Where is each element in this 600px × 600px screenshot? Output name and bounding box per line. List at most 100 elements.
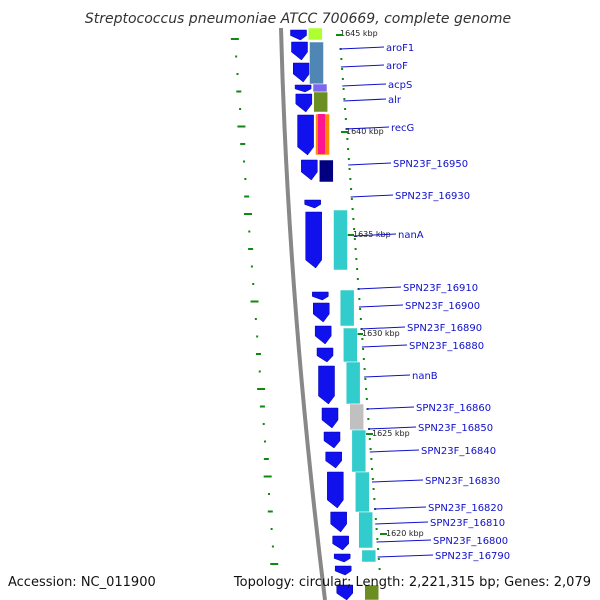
cds-arrow[interactable] <box>314 325 332 345</box>
kbp-tick <box>341 131 348 133</box>
gc-tick <box>235 55 238 58</box>
cds-arrow[interactable] <box>293 62 310 83</box>
cog-block[interactable] <box>349 403 364 431</box>
kbp-label-1630: 1630 kbp <box>362 329 400 338</box>
gene-label-SPN23F_16810[interactable]: SPN23F_16810 <box>430 518 505 529</box>
leader-line <box>360 326 406 330</box>
cog-block[interactable] <box>339 289 355 327</box>
gene-label-SPN23F_16910[interactable]: SPN23F_16910 <box>403 283 478 294</box>
cds-arrow[interactable] <box>297 114 314 156</box>
cog-block[interactable] <box>309 41 324 85</box>
kbp-tick <box>336 34 343 36</box>
leader-line <box>340 64 385 68</box>
leader-line <box>357 286 402 290</box>
cog-block[interactable] <box>308 27 323 41</box>
cds-arrow[interactable] <box>313 302 330 323</box>
cds-arrow[interactable] <box>336 584 353 600</box>
gene-label-SPN23F_16950[interactable]: SPN23F_16950 <box>393 159 468 170</box>
cds-arrow[interactable] <box>294 84 312 93</box>
label-leader-lines <box>339 46 434 558</box>
scale-dot <box>361 338 364 340</box>
cds-arrow[interactable] <box>290 29 307 41</box>
gc-tick <box>243 213 252 215</box>
gene-label-SPN23F_16830[interactable]: SPN23F_16830 <box>425 476 500 487</box>
gene-label-SPN23F_16900[interactable]: SPN23F_16900 <box>405 301 480 312</box>
gene-label-alr[interactable]: alr <box>388 95 402 106</box>
gene-label-nanA[interactable]: nanA <box>398 230 424 241</box>
scale-dot <box>367 418 370 420</box>
cds-arrow[interactable] <box>323 431 341 449</box>
cds-arrow[interactable] <box>304 199 321 209</box>
cog-block[interactable] <box>318 114 325 154</box>
cds-arrow[interactable] <box>301 159 318 181</box>
gene-label-SPN23F_16860[interactable]: SPN23F_16860 <box>416 403 491 414</box>
cds-arrow[interactable] <box>334 565 352 576</box>
cog-block[interactable] <box>312 83 328 93</box>
cog-block[interactable] <box>364 584 379 600</box>
kbp-tick <box>356 333 363 335</box>
cds-arrow[interactable] <box>321 407 339 429</box>
cds-arrow[interactable] <box>291 41 308 61</box>
leader-line <box>376 539 432 543</box>
cds-arrow[interactable] <box>333 553 351 563</box>
scale-dot <box>377 558 380 560</box>
cds-arrow[interactable] <box>305 211 322 269</box>
gene-label-aroF1[interactable]: aroF1 <box>386 43 414 54</box>
gc-tick <box>255 353 261 355</box>
cds-arrow[interactable] <box>327 471 344 509</box>
leader-line <box>350 194 394 198</box>
gc-skew-track <box>230 38 279 565</box>
cds-arrow[interactable] <box>318 365 335 405</box>
cds-arrow[interactable] <box>325 451 342 469</box>
gene-label-nanB[interactable]: nanB <box>412 371 438 382</box>
gene-label-SPN23F_16890[interactable]: SPN23F_16890 <box>407 323 482 334</box>
gene-label-recG[interactable]: recG <box>391 123 414 134</box>
leader-line <box>366 406 415 410</box>
scale-dot <box>351 208 354 210</box>
scale-dot <box>374 518 377 520</box>
gc-tick <box>264 440 267 443</box>
gene-label-SPN23F_16800[interactable]: SPN23F_16800 <box>433 536 508 547</box>
leader-line <box>371 479 424 483</box>
cog-block[interactable] <box>358 511 373 549</box>
gene-label-SPN23F_16850[interactable]: SPN23F_16850 <box>418 423 493 434</box>
gene-label-aroF[interactable]: aroF <box>386 61 408 72</box>
gc-tick <box>252 283 255 285</box>
scale-dot <box>356 268 359 270</box>
scale-dot <box>359 308 362 310</box>
gene-label-SPN23F_16880[interactable]: SPN23F_16880 <box>409 341 484 352</box>
gene-label-SPN23F_16930[interactable]: SPN23F_16930 <box>395 191 470 202</box>
scale-dot <box>362 358 365 360</box>
cog-block[interactable] <box>319 159 334 183</box>
scale-dot <box>371 468 374 470</box>
gene-label-SPN23F_16840[interactable]: SPN23F_16840 <box>421 446 496 457</box>
scale-dot <box>350 188 353 190</box>
leader-line <box>364 374 411 378</box>
cog-block[interactable] <box>343 327 358 363</box>
gc-tick <box>250 265 253 268</box>
kbp-label-1645: 1645 kbp <box>340 29 378 38</box>
cds-arrow[interactable] <box>316 347 334 363</box>
scale-dot <box>348 168 351 170</box>
cog-block[interactable] <box>345 361 361 405</box>
cds-arrow[interactable] <box>295 93 313 113</box>
scale-dot <box>355 258 358 260</box>
cds-arrow[interactable] <box>330 511 347 533</box>
cog-block[interactable] <box>361 549 377 563</box>
cds-arrow[interactable] <box>312 291 329 301</box>
scale-dot <box>354 248 357 250</box>
cog-block[interactable] <box>355 471 370 513</box>
gene-label-acpS[interactable]: acpS <box>388 80 412 91</box>
cog-block[interactable] <box>333 209 348 271</box>
gene-label-SPN23F_16820[interactable]: SPN23F_16820 <box>428 503 503 514</box>
leader-line <box>339 46 385 50</box>
scale-dot <box>340 58 343 60</box>
gc-tick <box>230 38 239 40</box>
cog-block[interactable] <box>351 429 367 473</box>
cog-block[interactable] <box>313 91 328 113</box>
cds-arrow[interactable] <box>332 535 349 551</box>
gc-tick <box>271 545 274 548</box>
gene-label-SPN23F_16790[interactable]: SPN23F_16790 <box>435 551 510 562</box>
map-title: Streptococcus pneumoniae ATCC 700669, co… <box>85 11 511 27</box>
scale-dot <box>377 548 380 550</box>
